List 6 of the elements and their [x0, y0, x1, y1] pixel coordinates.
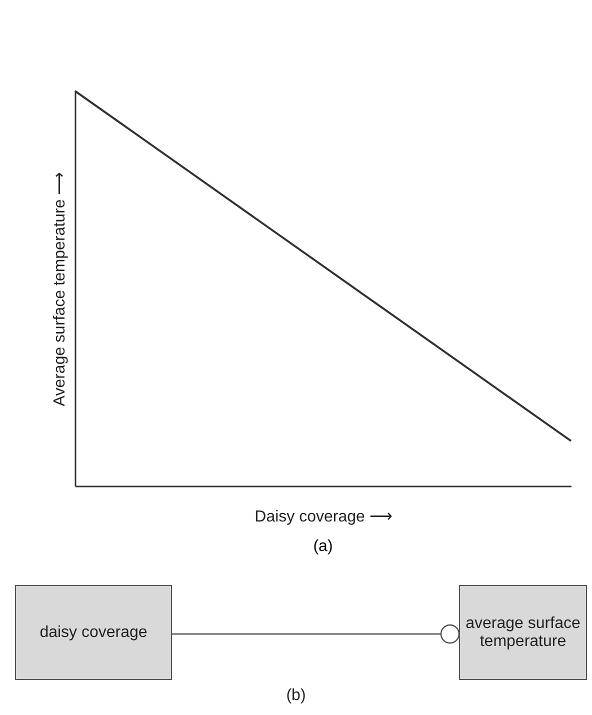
text: (b)	[285, 687, 307, 705]
x-axis-title: Daisy coverage ⟶	[254, 508, 392, 526]
text: (a)	[313, 538, 333, 555]
label-box: daisy coverage	[15, 585, 172, 680]
y-axis-title: Average surface temperature ⟶	[52, 172, 68, 406]
label-box: average surface temperature	[459, 585, 587, 680]
